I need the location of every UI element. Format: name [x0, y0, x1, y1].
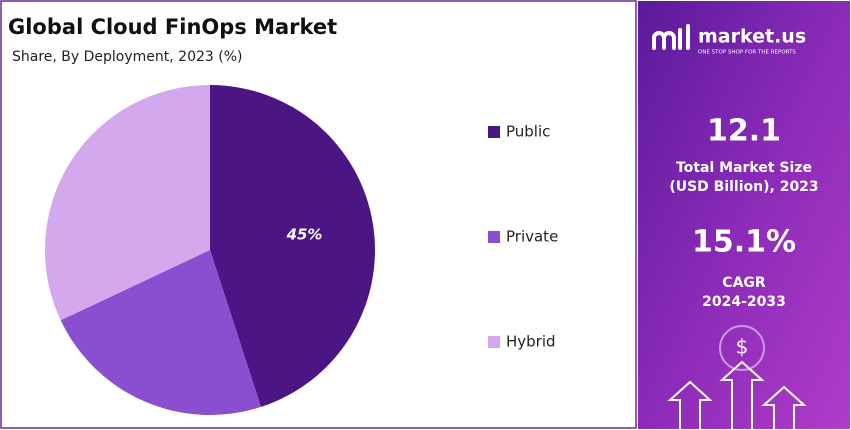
market-size-label: (USD Billion), 2023	[669, 179, 818, 195]
arrow	[719, 360, 765, 430]
chart-subtitle: Share, By Deployment, 2023 (%)	[12, 49, 242, 65]
icon-ring	[719, 325, 765, 371]
cagr: 15.1%	[692, 225, 796, 260]
cagr-label: CAGR	[722, 275, 766, 291]
market-size-label: Total Market Size	[676, 160, 812, 176]
tagline: ONE STOP SHOP FOR THE REPORTS	[698, 50, 796, 56]
legend-swatch	[488, 336, 500, 348]
legend-label: Public	[506, 123, 550, 141]
legend-swatch	[488, 126, 500, 138]
logo: market.us ONE STOP SHOP FOR THE REPORTS	[652, 24, 806, 56]
logo-icon	[652, 24, 690, 50]
pie-slice	[45, 85, 210, 321]
decoration	[667, 325, 807, 430]
pie-slice	[60, 250, 261, 415]
dollar-icon: $	[736, 335, 749, 359]
chart-title: Global Cloud FinOps Market	[8, 15, 337, 39]
brand: market.us	[698, 26, 806, 48]
data-label: 45%	[286, 226, 323, 244]
arrow	[667, 380, 713, 430]
pie-slice	[210, 85, 375, 407]
legend-label: Private	[506, 228, 558, 246]
legend-label: Hybrid	[506, 333, 556, 351]
arrow	[761, 385, 807, 430]
market-size: 12.1	[707, 114, 781, 149]
cagr-label: 2024-2033	[702, 294, 786, 310]
legend-swatch	[488, 231, 500, 243]
side-panel	[638, 1, 850, 429]
